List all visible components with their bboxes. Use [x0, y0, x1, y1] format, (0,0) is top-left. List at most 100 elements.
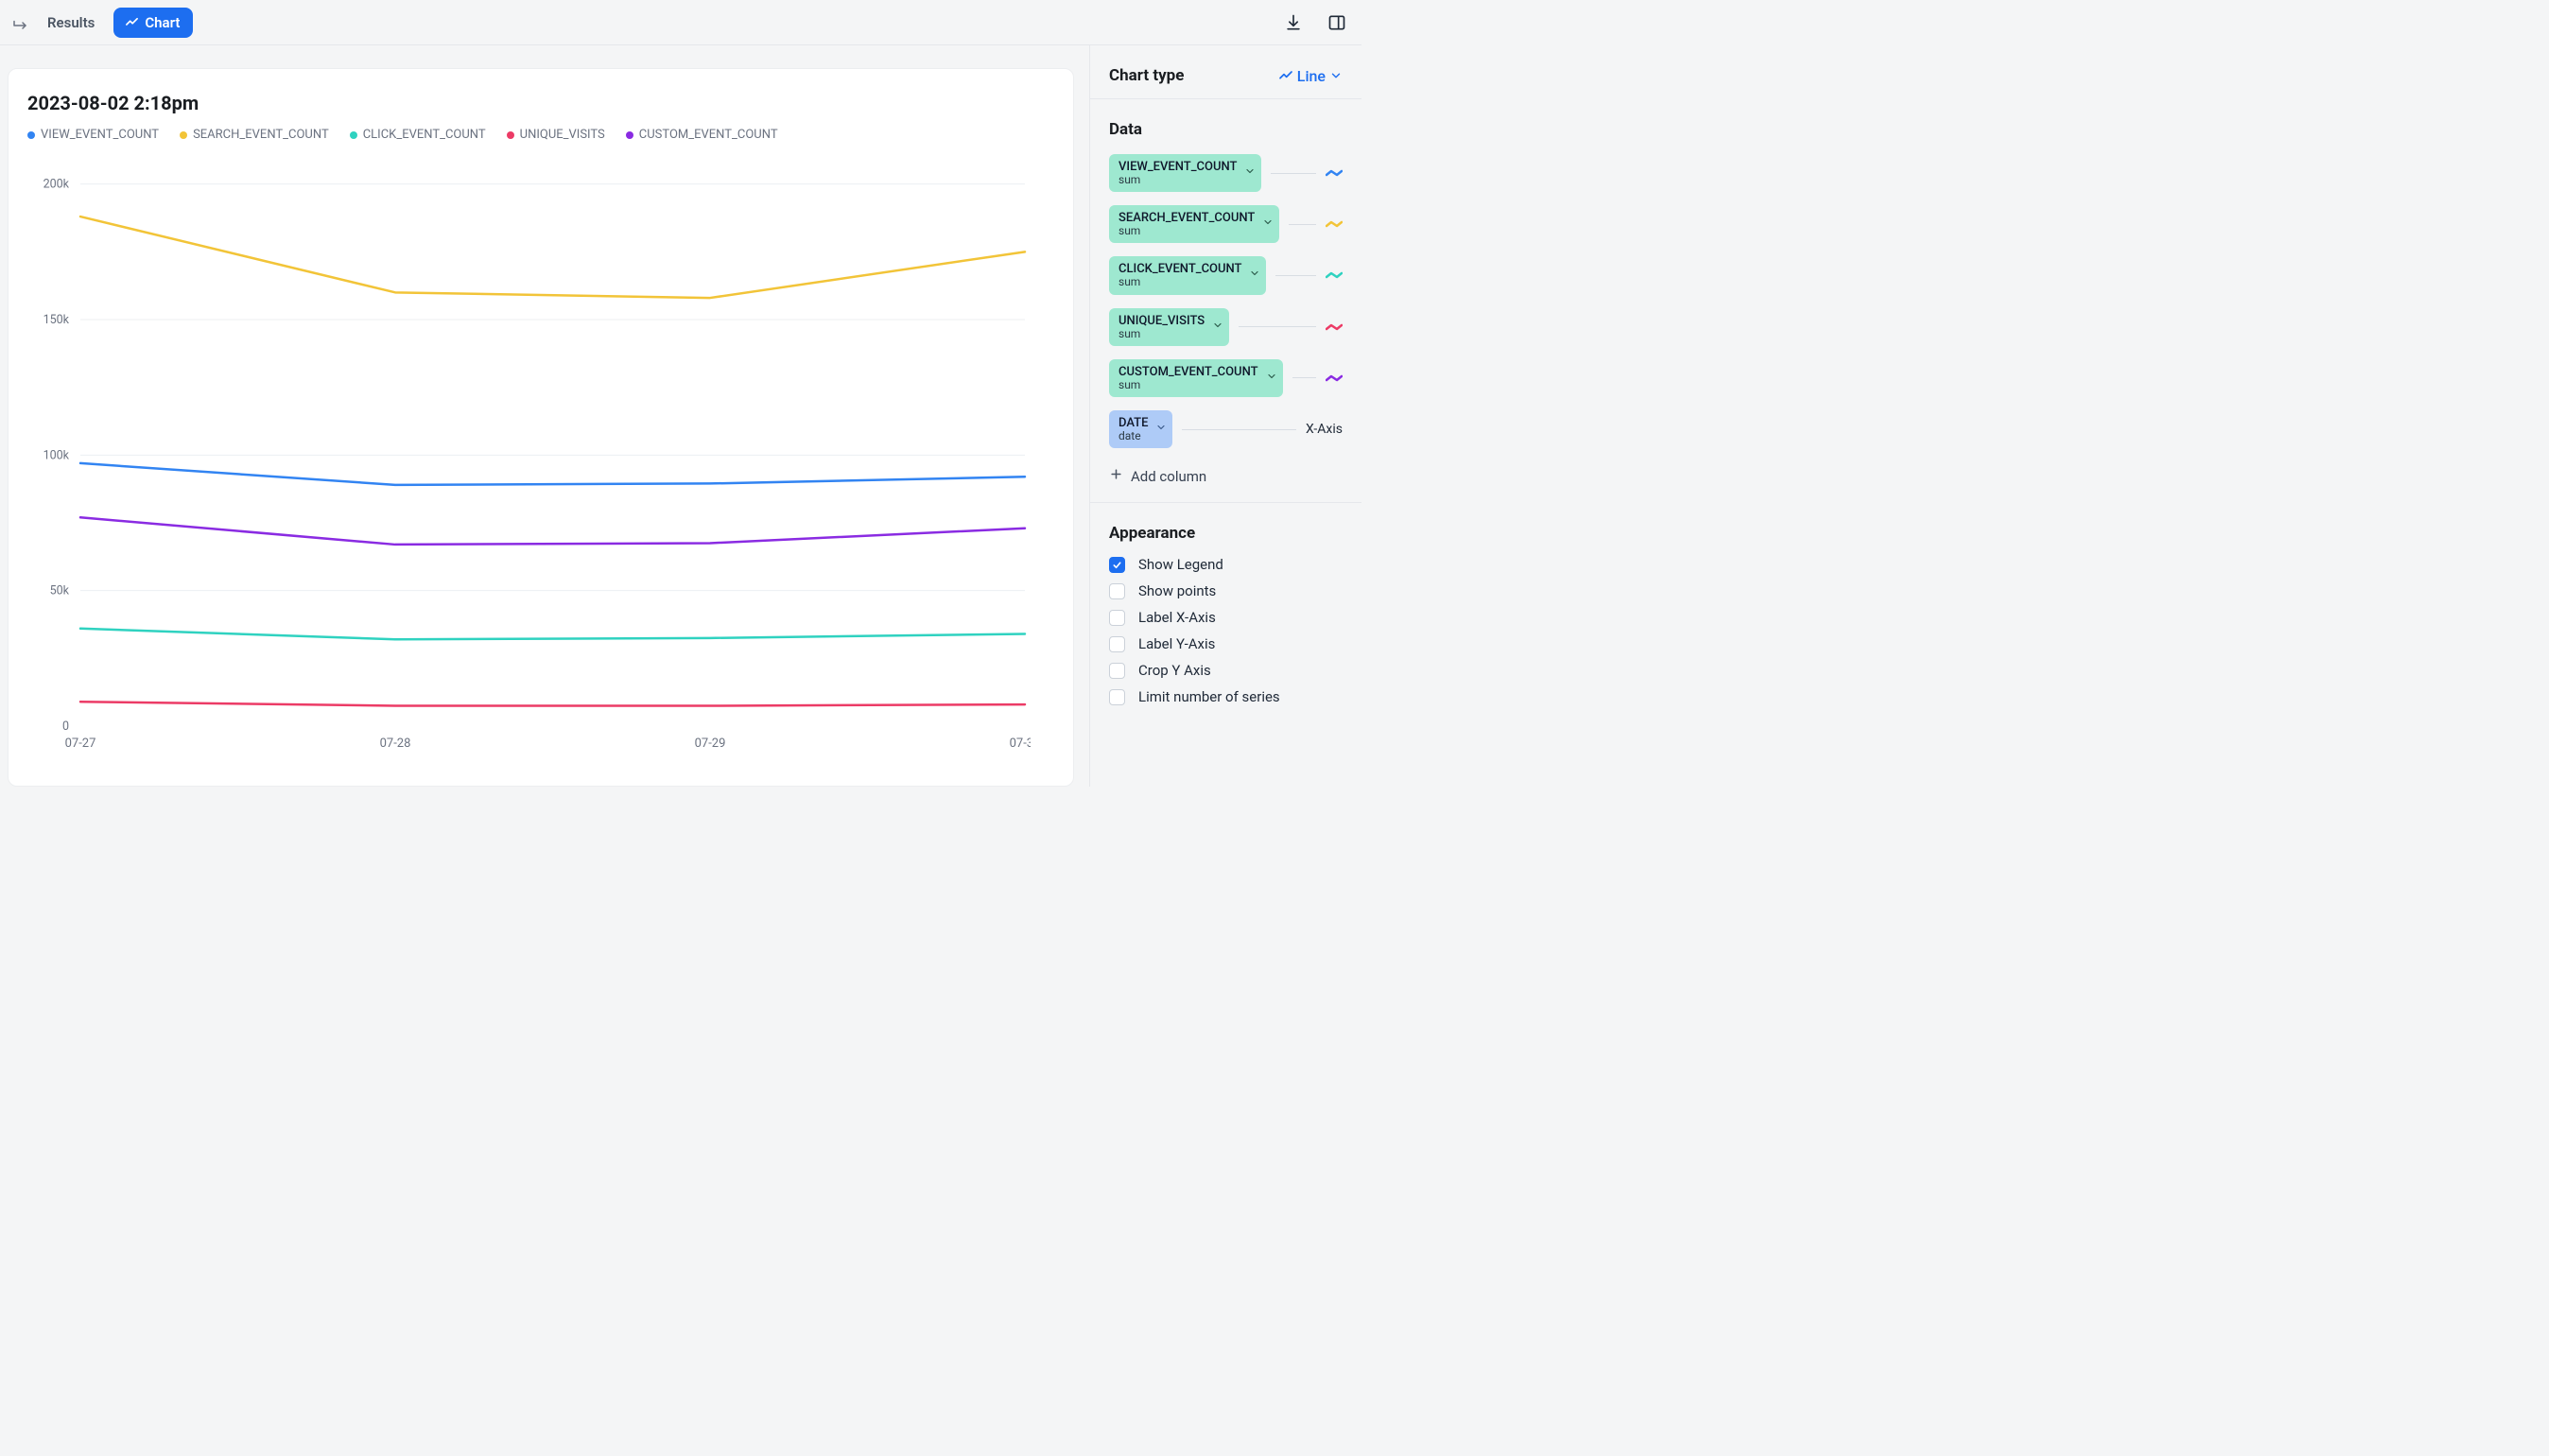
- appearance-option[interactable]: Crop Y Axis: [1109, 662, 1343, 679]
- series-pill[interactable]: UNIQUE_VISITSsum: [1109, 308, 1229, 346]
- appearance-option-label: Limit number of series: [1138, 688, 1280, 705]
- pill-connector: [1292, 377, 1316, 378]
- appearance-section: Appearance Show Legend Show points Label X…: [1090, 503, 1361, 722]
- toolbar-left: Results Chart: [11, 8, 193, 38]
- legend-item[interactable]: CUSTOM_EVENT_COUNT: [626, 128, 778, 142]
- main: 2023-08-02 2:18pm VIEW_EVENT_COUNT SEARCH…: [0, 45, 1361, 787]
- series-color-mark: [1326, 322, 1343, 332]
- x-axis-pill[interactable]: DATE date: [1109, 410, 1172, 448]
- pill-connector: [1182, 429, 1296, 430]
- series-pill-row: CUSTOM_EVENT_COUNTsum: [1109, 359, 1343, 397]
- add-column-button[interactable]: Add column: [1109, 467, 1206, 485]
- sidebar: Chart type Line Data VIEW_EVENT_COUNTsum…: [1089, 45, 1361, 787]
- appearance-option[interactable]: Label X-Axis: [1109, 609, 1343, 626]
- legend-swatch: [507, 131, 514, 139]
- toolbar: Results Chart: [0, 0, 1361, 45]
- appearance-option[interactable]: Show Legend: [1109, 556, 1343, 573]
- series-pill-row: SEARCH_EVENT_COUNTsum: [1109, 205, 1343, 243]
- series-line: [80, 463, 1025, 485]
- series-pill[interactable]: CUSTOM_EVENT_COUNTsum: [1109, 359, 1283, 397]
- legend-label: SEARCH_EVENT_COUNT: [193, 128, 329, 142]
- series-color-mark: [1326, 168, 1343, 178]
- legend-label: CUSTOM_EVENT_COUNT: [639, 128, 778, 142]
- pill-connector: [1239, 326, 1316, 327]
- chevron-down-icon: [1155, 422, 1167, 437]
- chart-type-label: Chart type: [1109, 66, 1184, 85]
- chevron-down-icon: [1266, 371, 1277, 386]
- appearance-option-label: Label Y-Axis: [1138, 635, 1215, 652]
- results-tab[interactable]: Results: [38, 9, 104, 37]
- series-pill[interactable]: VIEW_EVENT_COUNTsum: [1109, 154, 1261, 192]
- pill-connector: [1275, 275, 1316, 276]
- pill-connector: [1271, 173, 1316, 174]
- pill-sub: sum: [1118, 379, 1258, 391]
- pill-name: VIEW_EVENT_COUNT: [1118, 160, 1237, 174]
- chart-card: 2023-08-02 2:18pm VIEW_EVENT_COUNT SEARCH…: [8, 68, 1074, 787]
- chevron-down-icon: [1262, 217, 1274, 232]
- y-tick-label: 100k: [43, 448, 70, 462]
- legend-label: VIEW_EVENT_COUNT: [41, 128, 159, 142]
- checkbox[interactable]: [1109, 610, 1125, 626]
- pill-sub: sum: [1118, 174, 1237, 186]
- checkbox[interactable]: [1109, 583, 1125, 599]
- y-tick-label: 0: [62, 719, 69, 734]
- add-column-label: Add column: [1131, 468, 1206, 485]
- checkbox[interactable]: [1109, 636, 1125, 652]
- series-pill[interactable]: CLICK_EVENT_COUNTsum: [1109, 256, 1266, 294]
- panel-toggle-icon[interactable]: [1324, 9, 1350, 36]
- y-tick-label: 150k: [43, 313, 70, 327]
- legend-swatch: [626, 131, 633, 139]
- appearance-option-label: Show points: [1138, 582, 1216, 599]
- appearance-option[interactable]: Limit number of series: [1109, 688, 1343, 705]
- legend-swatch: [27, 131, 35, 139]
- appearance-option[interactable]: Label Y-Axis: [1109, 635, 1343, 652]
- series-line: [80, 517, 1025, 545]
- data-section: Data VIEW_EVENT_COUNTsumSEARCH_EVENT_COU…: [1090, 99, 1361, 503]
- legend-swatch: [180, 131, 187, 139]
- checkbox[interactable]: [1109, 557, 1125, 573]
- legend-item[interactable]: UNIQUE_VISITS: [507, 128, 605, 142]
- legend-label: CLICK_EVENT_COUNT: [363, 128, 486, 142]
- series-color-mark: [1326, 219, 1343, 229]
- toolbar-right: [1280, 9, 1350, 36]
- chevron-down-icon: [1329, 69, 1343, 82]
- pill-sub: sum: [1118, 225, 1255, 237]
- chart-line-icon: [125, 15, 139, 29]
- appearance-option-label: Show Legend: [1138, 556, 1223, 573]
- chart-line-icon: [1278, 68, 1293, 83]
- legend-item[interactable]: VIEW_EVENT_COUNT: [27, 128, 159, 142]
- appearance-label: Appearance: [1109, 524, 1343, 543]
- chart-tab[interactable]: Chart: [113, 8, 193, 38]
- pill-name: CLICK_EVENT_COUNT: [1118, 262, 1241, 276]
- pill-name: CUSTOM_EVENT_COUNT: [1118, 365, 1258, 379]
- chart-pane: 2023-08-02 2:18pm VIEW_EVENT_COUNT SEARCH…: [0, 45, 1089, 787]
- pill-sub: date: [1118, 430, 1148, 442]
- appearance-list: Show Legend Show points Label X-Axis Label …: [1109, 556, 1343, 705]
- chart-tab-label: Chart: [145, 14, 180, 31]
- pill-name: SEARCH_EVENT_COUNT: [1118, 211, 1255, 225]
- legend-item[interactable]: CLICK_EVENT_COUNT: [350, 128, 486, 142]
- pill-sub: sum: [1118, 328, 1205, 340]
- chevron-down-icon: [1244, 165, 1256, 181]
- x-axis-label: X-Axis: [1306, 422, 1343, 437]
- chart-legend: VIEW_EVENT_COUNT SEARCH_EVENT_COUNT CLICK_…: [27, 128, 1058, 142]
- chart-type-selector[interactable]: Line: [1278, 67, 1343, 85]
- chevron-down-icon: [1212, 320, 1223, 335]
- series-line: [80, 217, 1025, 298]
- x-tick-label: 07-27: [65, 737, 96, 751]
- x-tick-label: 07-28: [380, 737, 411, 751]
- legend-item[interactable]: SEARCH_EVENT_COUNT: [180, 128, 329, 142]
- checkbox[interactable]: [1109, 663, 1125, 679]
- chart-svg: 050k100k150k200k07-2707-2807-2907-30: [24, 149, 1031, 754]
- checkbox[interactable]: [1109, 689, 1125, 705]
- appearance-option-label: Crop Y Axis: [1138, 662, 1211, 679]
- series-pill[interactable]: SEARCH_EVENT_COUNTsum: [1109, 205, 1279, 243]
- series-pill-row: VIEW_EVENT_COUNTsum: [1109, 154, 1343, 192]
- download-icon[interactable]: [1280, 9, 1307, 36]
- enter-arrow-icon: [11, 14, 28, 31]
- chart-title: 2023-08-02 2:18pm: [27, 92, 1058, 114]
- appearance-option[interactable]: Show points: [1109, 582, 1343, 599]
- series-pill-row: UNIQUE_VISITSsum: [1109, 308, 1343, 346]
- chart-plot-area: 050k100k150k200k07-2707-2807-2907-30: [24, 149, 1031, 754]
- series-color-mark: [1326, 270, 1343, 280]
